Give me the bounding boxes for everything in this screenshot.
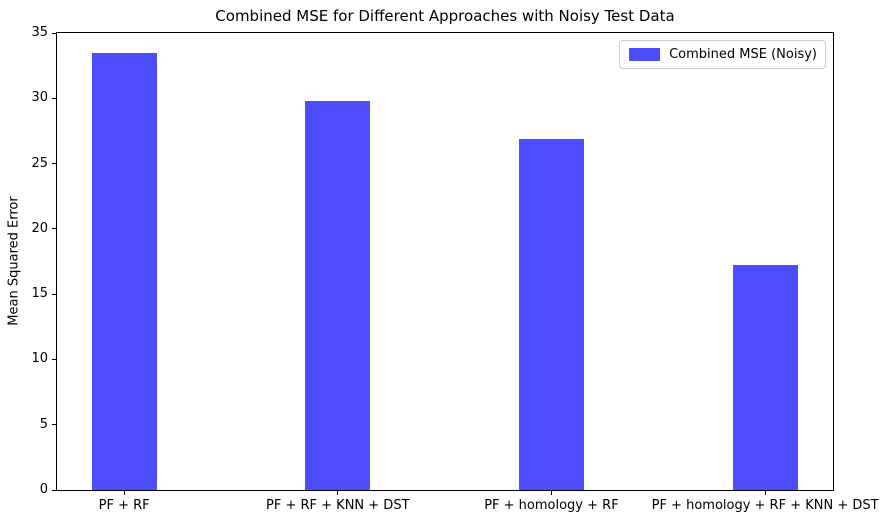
x-tick-label: PF + RF [98, 498, 150, 513]
y-tick-mark [52, 489, 56, 491]
y-tick-mark [52, 358, 56, 360]
y-tick-label: 0 [39, 482, 48, 497]
y-tick-mark [52, 228, 56, 230]
x-tick-label: PF + homology + RF [484, 498, 619, 513]
y-tick-label: 15 [31, 286, 48, 302]
plot-area: Combined MSE (Noisy) [56, 32, 834, 491]
y-tick-mark [52, 32, 56, 34]
y-tick-label: 5 [39, 416, 48, 432]
y-tick-label: 25 [31, 155, 48, 171]
y-tick-label: 30 [31, 90, 48, 106]
y-tick-label: 35 [31, 25, 48, 40]
bar-PF + RF + KNN + DST [305, 100, 371, 490]
x-tick-mark [337, 491, 339, 495]
bar-PF + RF [91, 52, 157, 490]
legend-label: Combined MSE (Noisy) [669, 47, 817, 62]
legend: Combined MSE (Noisy) [619, 40, 826, 69]
x-tick-label: PF + homology + RF + KNN + DST [651, 498, 879, 513]
x-tick-label: PF + RF + KNN + DST [266, 498, 410, 513]
chart-title: Combined MSE for Different Approaches wi… [215, 7, 675, 25]
y-tick-mark [52, 424, 56, 426]
x-tick-mark [123, 491, 125, 495]
bar-PF + homology + RF + KNN + DST [732, 265, 798, 490]
y-tick-mark [52, 293, 56, 295]
legend-swatch-icon [629, 48, 661, 61]
y-tick-label: 20 [31, 220, 48, 236]
y-tick-label: 10 [31, 351, 48, 367]
bar-PF + homology + RF [518, 138, 584, 490]
x-tick-mark [764, 491, 766, 495]
y-tick-mark [52, 163, 56, 165]
x-tick-mark [550, 491, 552, 495]
y-tick-mark [52, 97, 56, 99]
y-axis-label: Mean Squared Error [6, 196, 22, 326]
